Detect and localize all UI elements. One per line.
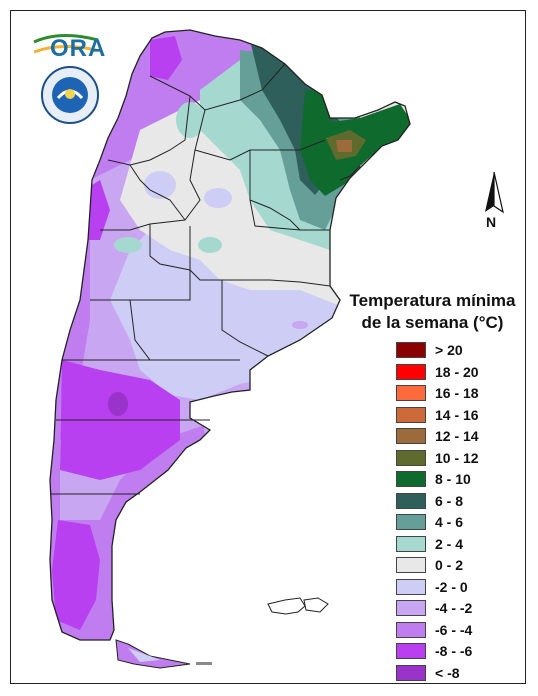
legend-swatch — [396, 385, 426, 401]
legend-label: -4 - -2 — [435, 600, 473, 616]
zone-12-14 — [336, 140, 352, 152]
legend-swatch — [396, 600, 426, 616]
zone-2-4-north — [176, 102, 204, 138]
legend-swatch — [396, 492, 426, 509]
zone-2-4-west — [114, 237, 142, 253]
north-arrow — [485, 171, 504, 214]
zone-below-minus8 — [108, 392, 128, 416]
legend-swatch — [396, 428, 426, 444]
legend-title-line1: Temperatura mínima — [349, 291, 516, 310]
zone-minus8-minus6-north — [150, 36, 182, 80]
legend-label: 18 - 20 — [435, 363, 479, 380]
zone-minus4-minus2-east — [292, 321, 308, 329]
legend-label: > 20 — [435, 342, 463, 358]
legend-label: 16 - 18 — [435, 385, 479, 401]
legend-title-line2: de la semana (°C) — [361, 313, 504, 332]
zone-2-4-center — [198, 237, 222, 253]
legend-title: Temperatura mínima de la semana (°C) — [340, 290, 525, 334]
legend-swatch — [396, 578, 426, 595]
legend-label: 12 - 14 — [435, 428, 479, 444]
south-islands — [196, 662, 212, 665]
legend-label: 0 - 2 — [435, 557, 464, 573]
tierra-del-fuego — [115, 639, 191, 669]
zone-minus2-0-center — [204, 188, 232, 208]
legend-swatch — [396, 557, 426, 573]
legend: Temperatura mínima de la semana (°C) > 2… — [340, 290, 525, 681]
legend-label: -6 - -4 — [435, 621, 473, 638]
zone-minus2-0-west — [144, 171, 176, 199]
legend-swatch — [396, 363, 426, 380]
north-label: N — [486, 214, 497, 230]
legend-label: 6 - 8 — [435, 492, 464, 509]
legend-label: 10 - 12 — [435, 449, 479, 466]
legend-label: -8 - -6 — [435, 643, 473, 659]
north-arrow-icon — [485, 172, 494, 212]
legend-swatch — [396, 342, 426, 358]
province-borders — [49, 29, 411, 641]
legend-swatch — [396, 449, 426, 466]
legend-swatch — [396, 643, 426, 659]
legend-swatch — [396, 514, 426, 530]
legend-label: < -8 — [435, 664, 460, 681]
legend-label: 4 - 6 — [435, 514, 464, 530]
smn-emblem — [41, 66, 99, 124]
ora-logo: ORA — [33, 33, 106, 62]
malvinas-islands — [267, 597, 329, 615]
legend-swatch — [396, 406, 426, 423]
zone-minus8-minus6-south — [52, 520, 100, 630]
legend-label: -2 - 0 — [435, 578, 468, 595]
legend-label: 14 - 16 — [435, 406, 479, 423]
legend-swatch — [396, 664, 426, 681]
legend-label: 8 - 10 — [435, 471, 471, 487]
legend-label: 2 - 4 — [435, 535, 464, 552]
legend-swatch — [396, 535, 426, 552]
legend-swatch — [396, 471, 426, 487]
legend-swatch — [396, 621, 426, 638]
ora-logo-text: ORA — [50, 35, 106, 62]
